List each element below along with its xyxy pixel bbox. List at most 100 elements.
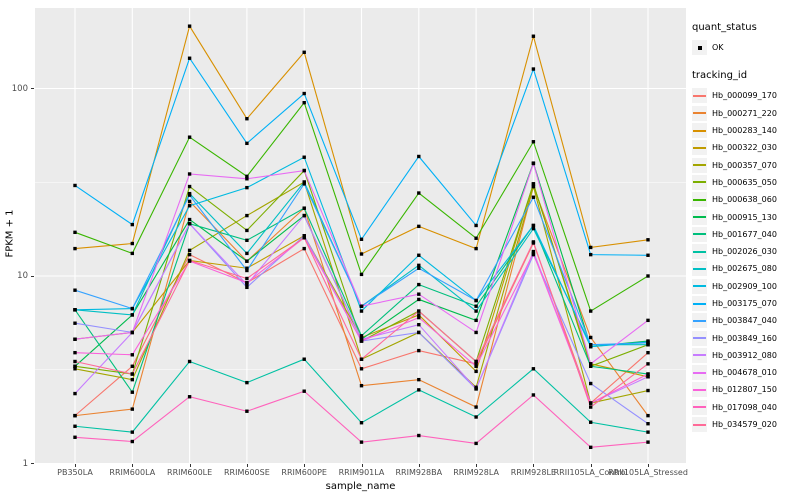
- data-point: [359, 367, 364, 371]
- line-color-key: [692, 123, 707, 139]
- legend-item-Hb_000322_030: Hb_000322_030: [692, 139, 800, 156]
- legend-item-label: Hb_002026_030: [712, 247, 777, 257]
- data-point: [130, 377, 134, 382]
- data-point: [474, 309, 478, 313]
- legend-key-line: [693, 371, 706, 374]
- data-point: [359, 309, 364, 313]
- data-point: [646, 375, 650, 379]
- data-point: [302, 180, 306, 184]
- legend-key-line: [693, 285, 706, 288]
- data-point: [245, 259, 249, 263]
- data-point: [245, 409, 249, 413]
- data-point: [130, 407, 134, 411]
- legend-item-Hb_002675_080: Hb_002675_080: [692, 260, 800, 277]
- data-point: [531, 140, 536, 144]
- data-point: [187, 56, 192, 60]
- y-tick-label: 1: [22, 458, 28, 469]
- data-point: [73, 367, 77, 371]
- data-point: [245, 251, 249, 256]
- legend-item-label: Hb_000915_130: [712, 212, 777, 222]
- legend-item-label: Hb_004678_010: [712, 368, 777, 378]
- legend-key-line: [693, 354, 706, 357]
- legend-item-label: Hb_000322_030: [712, 143, 777, 153]
- data-point: [589, 252, 593, 257]
- data-point: [589, 420, 593, 424]
- data-point: [531, 223, 536, 228]
- data-point: [245, 213, 249, 218]
- data-point: [589, 445, 593, 450]
- x-tick-mark: [361, 464, 363, 467]
- data-point: [474, 441, 478, 446]
- data-point: [73, 359, 77, 364]
- data-point: [589, 401, 593, 405]
- legend-item-Hb_002026_030: Hb_002026_030: [692, 243, 800, 260]
- data-point: [474, 330, 478, 335]
- data-point: [417, 191, 421, 195]
- line-color-key: [692, 382, 707, 398]
- line-color-key: [692, 192, 707, 208]
- legend-item-label: Hb_002909_100: [712, 281, 777, 291]
- data-point: [417, 348, 421, 353]
- legend-item-label: Hb_002675_080: [712, 264, 777, 274]
- legend-item-label: Hb_000283_140: [712, 126, 777, 136]
- data-point: [646, 362, 650, 366]
- data-point: [187, 204, 192, 208]
- data-point: [130, 439, 134, 444]
- data-point: [302, 91, 306, 96]
- data-point: [359, 339, 364, 343]
- legend-key-line: [693, 423, 706, 426]
- data-point: [417, 253, 421, 257]
- legend-item-Hb_017098_040: Hb_017098_040: [692, 399, 800, 416]
- data-point: [646, 350, 650, 355]
- data-point: [130, 364, 134, 368]
- line-color-key: [692, 399, 707, 415]
- data-point: [245, 282, 249, 287]
- data-point: [359, 304, 364, 308]
- data-point: [589, 344, 593, 349]
- legend-item-Hb_034579_020: Hb_034579_020: [692, 416, 800, 433]
- data-point: [531, 240, 536, 244]
- legend-key-line: [693, 406, 706, 409]
- legend-item-Hb_000915_130: Hb_000915_130: [692, 208, 800, 225]
- x-tick-label: RRIM600LE: [167, 468, 213, 477]
- data-point: [130, 241, 134, 246]
- data-point: [245, 228, 249, 233]
- data-point: [474, 246, 478, 251]
- data-point: [130, 306, 134, 311]
- data-point: [73, 337, 77, 341]
- x-tick-mark: [132, 464, 134, 467]
- data-point: [245, 285, 249, 290]
- line-color-key: [692, 261, 707, 277]
- line-color-key: [692, 296, 707, 311]
- data-point: [589, 405, 593, 409]
- line-color-key: [692, 209, 707, 225]
- x-tick-label: RRIM928LA: [453, 468, 499, 477]
- x-tick-label: RRII105LA_Control: [553, 468, 628, 477]
- data-point: [474, 387, 478, 391]
- data-point: [417, 322, 421, 327]
- plot-panel: [35, 8, 686, 465]
- data-point: [245, 238, 249, 243]
- data-point: [187, 252, 192, 257]
- legend-item-Hb_003175_070: Hb_003175_070: [692, 295, 800, 312]
- legend-item-Hb_000283_140: Hb_000283_140: [692, 122, 800, 139]
- data-point: [589, 335, 593, 340]
- data-point: [474, 362, 478, 366]
- data-point: [417, 309, 421, 313]
- data-point: [417, 315, 421, 320]
- data-point: [531, 249, 536, 254]
- x-tick-label: PB350LA: [57, 468, 93, 477]
- legend-item-Hb_000099_170: Hb_000099_170: [692, 87, 800, 104]
- legend-item-Hb_003912_080: Hb_003912_080: [692, 347, 800, 364]
- legend-key-line: [693, 181, 706, 184]
- data-point: [417, 292, 421, 296]
- data-point: [359, 335, 364, 340]
- data-point: [531, 226, 536, 231]
- data-point: [245, 266, 249, 270]
- data-point: [187, 172, 192, 176]
- data-point: [417, 224, 421, 229]
- data-point: [130, 430, 134, 434]
- data-point: [474, 236, 478, 240]
- data-point: [646, 238, 650, 242]
- data-point: [531, 67, 536, 71]
